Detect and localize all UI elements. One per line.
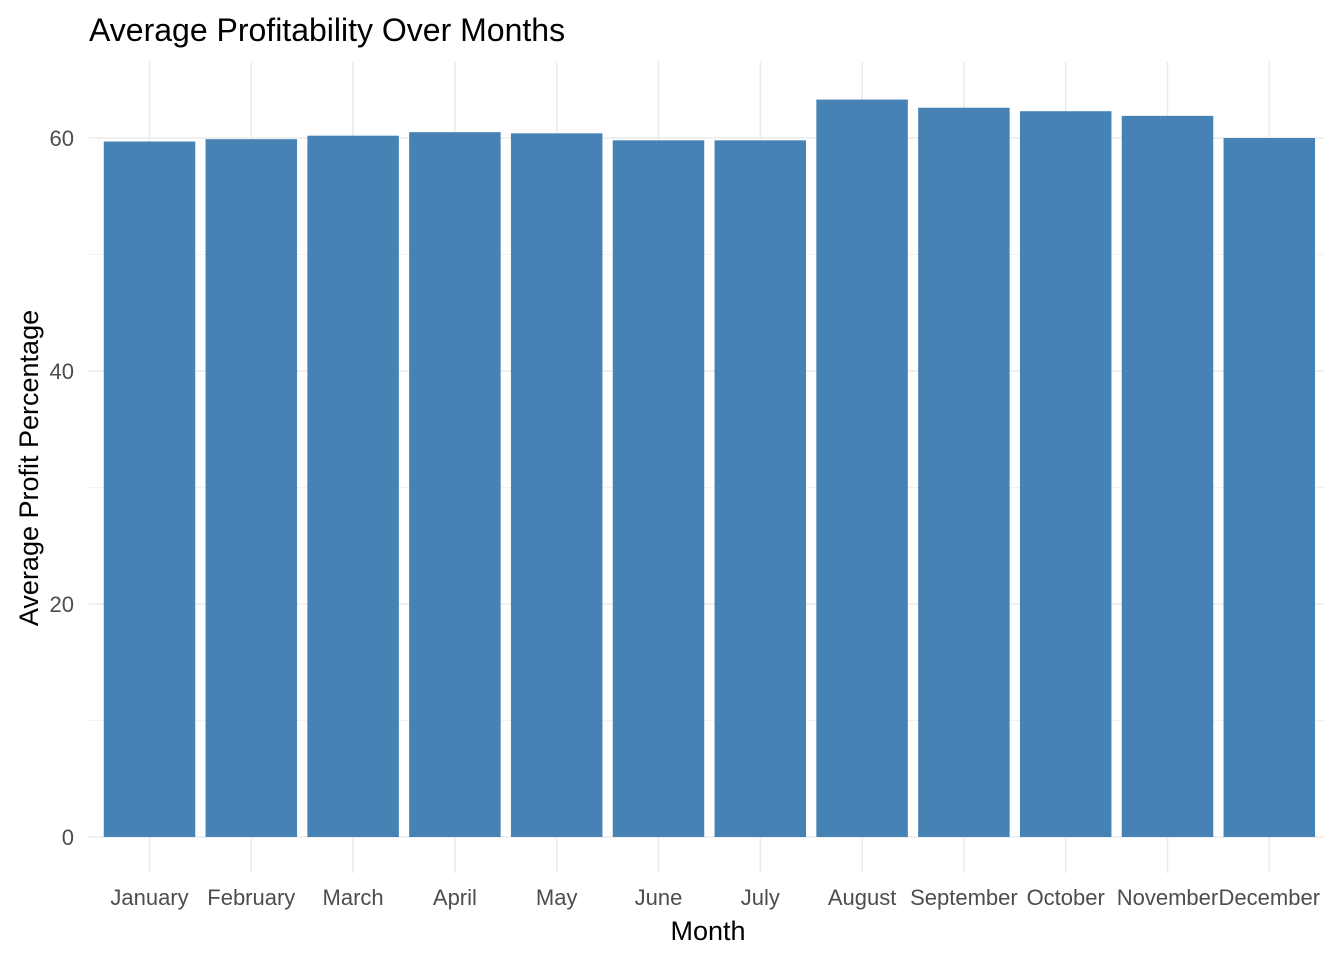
bar-june xyxy=(612,140,705,837)
bar-october xyxy=(1019,111,1112,837)
y-tick-label: 0 xyxy=(62,825,74,850)
bar-july xyxy=(714,140,807,837)
y-axis-title: Average Profit Percentage xyxy=(14,310,44,626)
bar-march xyxy=(307,135,399,838)
x-tick-label-march: March xyxy=(323,885,384,910)
bar-december xyxy=(1223,138,1316,837)
y-tick-labels: 0 20 40 60 xyxy=(50,126,74,850)
x-axis-title: Month xyxy=(670,916,745,946)
bar-may xyxy=(510,133,603,838)
x-tick-label-october: October xyxy=(1027,885,1105,910)
y-tick-label: 40 xyxy=(50,359,74,384)
bar-january xyxy=(103,141,196,837)
bars xyxy=(103,99,1316,838)
bar-april xyxy=(409,132,501,838)
bar-august xyxy=(816,99,908,838)
chart-title: Average Profitability Over Months xyxy=(89,12,565,48)
y-tick-label: 60 xyxy=(50,126,74,151)
x-tick-label-june: June xyxy=(635,885,683,910)
bar-november xyxy=(1121,115,1214,838)
x-tick-labels: January February March April May June July Augu… xyxy=(110,885,1320,910)
y-tick-label: 20 xyxy=(50,592,74,617)
x-tick-label-august: August xyxy=(828,885,897,910)
x-tick-label-december: December xyxy=(1219,885,1320,910)
x-tick-label-july: July xyxy=(741,885,780,910)
x-tick-label-september: September xyxy=(910,885,1018,910)
x-tick-label-february: February xyxy=(207,885,295,910)
x-tick-label-january: January xyxy=(110,885,188,910)
x-tick-label-november: November xyxy=(1117,885,1218,910)
bar-february xyxy=(205,139,298,838)
bar-september xyxy=(918,107,1010,837)
x-tick-label-april: April xyxy=(433,885,477,910)
x-tick-label-may: May xyxy=(536,885,578,910)
